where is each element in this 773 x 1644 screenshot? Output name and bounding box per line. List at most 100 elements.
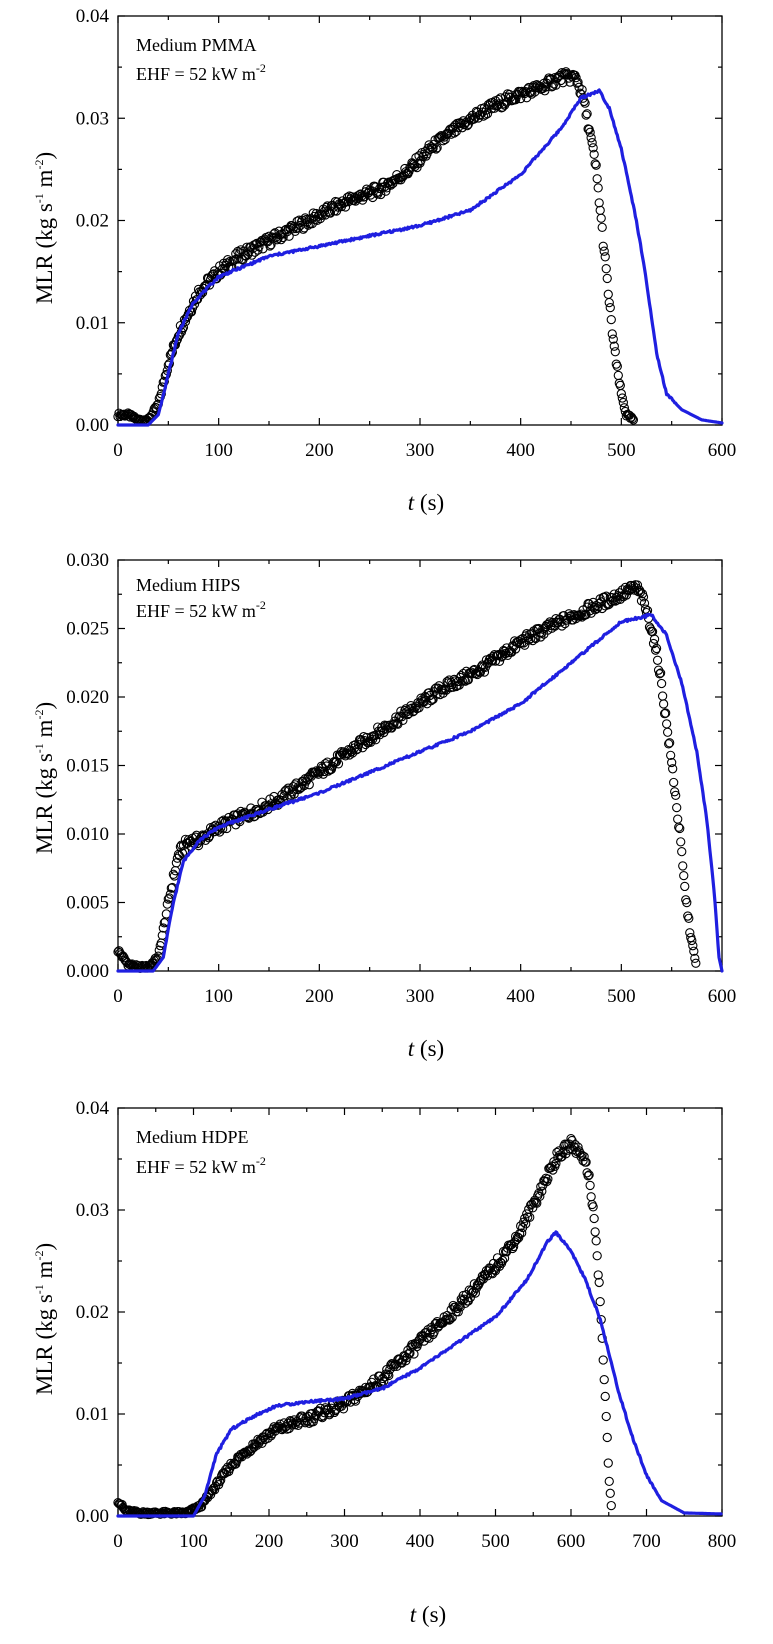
experiment-point bbox=[660, 708, 671, 718]
experiment-point bbox=[667, 757, 677, 768]
experiment-point bbox=[587, 138, 597, 148]
y-tick-label: 0.03 bbox=[76, 1200, 109, 1221]
y-tick-label: 0.005 bbox=[66, 893, 109, 914]
x-tick-label: 0 bbox=[113, 986, 123, 1007]
experiment-point bbox=[547, 623, 557, 633]
experiment-point bbox=[595, 205, 605, 215]
experiment-point bbox=[597, 222, 607, 233]
experiment-point bbox=[679, 870, 689, 881]
experiment-point bbox=[431, 144, 441, 154]
x-tick-label: 200 bbox=[305, 440, 334, 461]
y-axis-title-end: ) bbox=[32, 702, 57, 710]
experiment-point bbox=[581, 110, 591, 120]
x-tick-label: 500 bbox=[481, 1531, 510, 1552]
svg-text:MLR (kg s-1 m-2): MLR (kg s-1 m-2) bbox=[32, 1243, 57, 1395]
experiment-point bbox=[432, 143, 442, 153]
y-tick-label: 0.010 bbox=[66, 824, 109, 845]
experiment-point bbox=[374, 187, 384, 197]
y-axis-title-sup2: -2 bbox=[32, 160, 46, 170]
experiment-point bbox=[591, 160, 601, 170]
y-tick-label: 0.015 bbox=[66, 756, 109, 777]
y-tick-label: 0.00 bbox=[76, 1506, 109, 1527]
x-axis-var: t bbox=[410, 1602, 417, 1627]
experiment-point bbox=[517, 1228, 527, 1238]
experiment-point bbox=[304, 1418, 314, 1428]
experiment-point bbox=[671, 790, 681, 801]
model-series-line bbox=[116, 612, 724, 973]
experiment-point bbox=[383, 1369, 393, 1379]
plot-area-2: 0 100 200 300 400 500 600 0.000 0.005 0.010 0.015 0… bbox=[66, 550, 736, 1007]
experiment-point bbox=[460, 1298, 470, 1308]
experiment-point bbox=[499, 1253, 510, 1263]
x-tick-label: 0 bbox=[113, 1531, 123, 1552]
x-axis-unit: (s) bbox=[414, 1036, 444, 1061]
experiment-point bbox=[162, 899, 172, 909]
experiment-point bbox=[373, 189, 383, 199]
annotation-material-1: Medium PMMA bbox=[136, 35, 257, 55]
y-tick-label: 0.000 bbox=[66, 961, 109, 982]
experiment-point bbox=[616, 389, 626, 399]
experiment-point bbox=[479, 667, 490, 677]
chart-svg-2: MLR (kg s-1 m-2) t (s) 0 100 200 300 400 500 6… bbox=[32, 550, 736, 1061]
experiment-point bbox=[599, 246, 609, 256]
experiment-point bbox=[371, 182, 381, 192]
experiment-point bbox=[127, 959, 137, 969]
experiment-point bbox=[598, 241, 608, 251]
experiment-point bbox=[276, 235, 286, 245]
experiment-point bbox=[658, 699, 669, 709]
experiment-point bbox=[592, 603, 602, 614]
x-axis-var: t bbox=[408, 490, 415, 515]
x-tick-label: 100 bbox=[204, 986, 233, 1007]
experiment-point bbox=[648, 638, 659, 649]
experiment-point bbox=[242, 242, 252, 252]
x-axis-var: t bbox=[408, 1036, 415, 1061]
experiment-point bbox=[541, 82, 551, 92]
experiment-point bbox=[682, 897, 692, 908]
x-tick-label: 700 bbox=[632, 1531, 661, 1552]
experiment-point bbox=[454, 1301, 464, 1311]
experiment-point bbox=[571, 72, 581, 83]
experiment-point bbox=[414, 703, 424, 713]
y-tick-label: 0.02 bbox=[76, 1302, 109, 1323]
experiment-point bbox=[384, 1370, 394, 1381]
experiment-point bbox=[376, 189, 386, 200]
annotation-material-2: Medium HIPS bbox=[136, 575, 241, 595]
annotation-ehf-1: EHF = 52 kW m-2 bbox=[136, 61, 266, 84]
experiment-point bbox=[480, 110, 491, 120]
experiment-point bbox=[594, 1277, 604, 1288]
experiment-point bbox=[687, 935, 697, 946]
experiment-point bbox=[573, 77, 583, 87]
experiment-point bbox=[600, 252, 610, 262]
experiment-point bbox=[582, 109, 592, 119]
y-axis-title-3: MLR (kg s-1 m-2) bbox=[32, 1243, 57, 1395]
experiment-point bbox=[654, 669, 665, 679]
model-series-line bbox=[116, 88, 724, 427]
experiment-point bbox=[657, 691, 668, 701]
x-tick-label: 300 bbox=[406, 986, 435, 1007]
experiment-point bbox=[599, 1375, 609, 1385]
x-axis-unit: (s) bbox=[414, 490, 444, 515]
plot-frame bbox=[117, 559, 723, 972]
experiment-point bbox=[591, 1236, 601, 1246]
experiment-point bbox=[594, 198, 604, 208]
y-axis-title-sup2: -2 bbox=[32, 1251, 46, 1261]
y-tick-label: 0.00 bbox=[76, 415, 109, 436]
experiment-point bbox=[675, 823, 685, 834]
experiment-point bbox=[609, 341, 619, 351]
experiment-point bbox=[689, 946, 699, 956]
x-tick-label: 200 bbox=[305, 986, 334, 1007]
model-series-line bbox=[116, 1230, 723, 1518]
experiment-point bbox=[670, 787, 680, 797]
y-axis-title-main: MLR (kg s bbox=[32, 203, 57, 304]
experiment-point bbox=[507, 1243, 518, 1254]
experiment-point bbox=[494, 656, 505, 666]
experiment-point bbox=[590, 159, 600, 169]
experiment-point bbox=[607, 329, 617, 339]
experiment-point bbox=[638, 592, 649, 602]
experiment-point bbox=[651, 643, 662, 654]
experiment-point bbox=[592, 174, 602, 184]
experiment-point bbox=[604, 1476, 614, 1487]
experiment-point bbox=[583, 1171, 593, 1181]
chart-panel-3: MLR (kg s-1 m-2) t (s) 0 100 200 300 400 500 6… bbox=[0, 1092, 773, 1639]
x-tick-label: 500 bbox=[607, 986, 636, 1007]
